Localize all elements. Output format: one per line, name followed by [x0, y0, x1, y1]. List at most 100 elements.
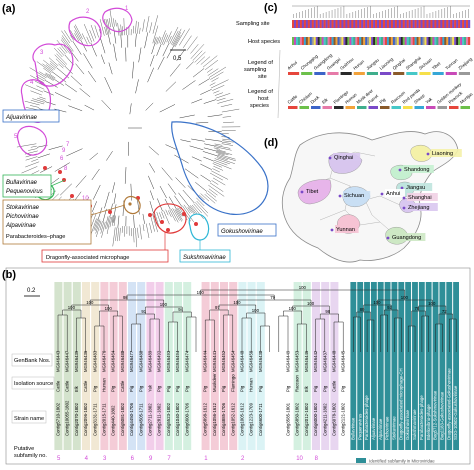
host-strip-cell [426, 37, 429, 45]
site-strip-cell [319, 20, 322, 28]
site-strip-cell [422, 20, 425, 28]
tree-leaf [137, 21, 139, 34]
reference-clade-label: Pequenovirus [357, 414, 362, 440]
legend-entries: Anhui ChongqingGuangdongGuangxiGuizhouHun… [286, 52, 474, 109]
site-strip-cell [321, 20, 324, 28]
strain-name: Contig1005-1612 [240, 402, 245, 436]
strain-name: Contig5850-1802 [295, 402, 300, 436]
column-band [330, 282, 339, 450]
tree-leaf [75, 24, 83, 40]
bootstrap-value: 100 [299, 285, 307, 290]
tree-leaf [99, 221, 103, 231]
reference-clade-label: Bullavirinae [350, 417, 355, 440]
column-band [266, 282, 274, 450]
clade-number-4: 4 [30, 80, 34, 86]
tree-leaf [55, 58, 65, 68]
host-strip-cell [363, 37, 366, 45]
host-strip-cell [375, 37, 378, 45]
isolation-source: Human [249, 378, 254, 392]
row-label-sampling-site: Sampling site [236, 21, 270, 27]
map-label-zhejiang: Zhejiang [408, 205, 429, 211]
genbank-accession: MG946492 [157, 350, 162, 372]
site-strip-cell [317, 20, 320, 28]
host-strip-cell [412, 37, 415, 45]
dragonfly-clade-outline [153, 203, 187, 234]
tree-branch [178, 192, 190, 207]
strain-name: Contig1056-1612 [212, 402, 217, 436]
strain-name: Contig1040-1802 [175, 402, 180, 436]
tree-leaf [210, 79, 229, 89]
host-strip-cell [327, 37, 330, 45]
tree-leaf [153, 36, 157, 44]
column-band [109, 282, 118, 450]
reference-band [432, 282, 439, 450]
tree-leaf [207, 68, 219, 76]
host-strip-cell [369, 37, 372, 45]
tree-branch [92, 201, 97, 212]
bootstrap-value: 72 [442, 309, 447, 314]
host-strip-cell [333, 37, 336, 45]
tree-leaf [202, 55, 218, 68]
tree-leaf [31, 170, 40, 175]
map-site-dot [398, 168, 402, 172]
site-strip-cell [325, 20, 328, 28]
tree-leaf [25, 161, 40, 168]
tree-leaf [209, 82, 216, 86]
host-strip-cell [464, 37, 467, 45]
novel-strain-dot [43, 166, 47, 170]
tree-branch [149, 54, 155, 67]
tree-leaf [54, 47, 63, 58]
host-strip-cell [394, 37, 398, 45]
map-label-shandong: Shandong [404, 167, 430, 173]
panel-d-label: (d) [264, 137, 278, 149]
host-strip-cell [452, 37, 455, 45]
sample-dendrogram [292, 5, 470, 18]
tree-leaf [193, 203, 202, 214]
column-band [229, 282, 238, 450]
tree-leaf [142, 19, 145, 32]
tree-leaf [152, 25, 159, 44]
tree-branch [75, 175, 87, 188]
clade-number-8: 8 [64, 166, 68, 172]
tree-leaf [215, 93, 231, 99]
genbank-accession: MG946494 [175, 350, 180, 372]
bootstrap-value: 78 [414, 306, 419, 311]
column-band [128, 282, 136, 450]
tree-leaf [158, 37, 162, 44]
isolation-source: Pig [240, 385, 245, 392]
site-strip-cell [295, 20, 299, 28]
site-legend-label: Qinghai [392, 57, 407, 70]
bootstrap-value: 79 [270, 295, 275, 300]
site-strip-cell [331, 20, 334, 28]
subfamily-number: 2 [241, 456, 245, 462]
tree-leaf [70, 35, 74, 41]
tree-leaf [49, 73, 56, 79]
site-strip-cell [313, 20, 316, 28]
host-strip-cell [400, 37, 403, 45]
tree-branch [135, 33, 137, 47]
map-label-anhui: Anhui [386, 191, 400, 197]
map-site-dot [300, 190, 304, 194]
tree-leaf [74, 30, 81, 41]
tree-branch [83, 53, 93, 69]
tree-leaf [213, 160, 228, 166]
site-strip-cell [444, 20, 447, 28]
tree-branch [195, 121, 209, 124]
tree-leaf [142, 224, 145, 232]
site-strip-cell [460, 20, 463, 28]
tree-leaf [212, 177, 226, 186]
tree-leaf [29, 67, 47, 79]
tree-leaf [159, 212, 163, 220]
reference-clade-label: Dragonfly-associated microphage-CH [398, 368, 403, 440]
tree-leaf [221, 143, 234, 146]
tree-leaf [175, 208, 183, 221]
isolation-source: Cattle [65, 380, 70, 392]
tree-leaf [223, 121, 234, 123]
tree-leaf [100, 221, 105, 234]
strain-name: Contig1052-1612 [230, 402, 235, 436]
tree-leaf [188, 206, 195, 215]
tree-leaf [213, 161, 232, 170]
tree-branch [204, 138, 223, 142]
tree-leaf [149, 22, 153, 33]
